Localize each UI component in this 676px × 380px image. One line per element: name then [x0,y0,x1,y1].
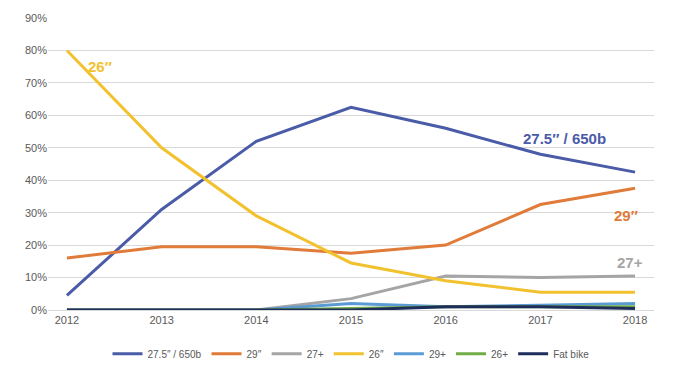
svg-text:29″: 29″ [247,349,262,360]
svg-text:26″: 26″ [88,58,112,75]
svg-text:Fat bike: Fat bike [553,349,589,360]
svg-text:2017: 2017 [528,314,552,326]
svg-text:2015: 2015 [339,314,363,326]
svg-text:26″: 26″ [369,349,384,360]
svg-text:60%: 60% [25,109,47,121]
svg-text:29+: 29+ [429,349,446,360]
svg-text:30%: 30% [25,207,47,219]
svg-text:2016: 2016 [433,314,457,326]
svg-text:29″: 29″ [614,207,638,224]
svg-text:2013: 2013 [149,314,173,326]
svg-text:20%: 20% [25,239,47,251]
svg-text:26+: 26+ [491,349,508,360]
svg-text:2014: 2014 [244,314,268,326]
svg-text:27.5″ / 650b: 27.5″ / 650b [523,130,606,147]
svg-text:90%: 90% [25,12,47,24]
svg-text:2018: 2018 [623,314,647,326]
svg-text:27+: 27+ [617,254,643,271]
svg-text:27+: 27+ [307,349,324,360]
svg-text:27.5″ / 650b: 27.5″ / 650b [148,349,202,360]
svg-text:40%: 40% [25,174,47,186]
svg-text:50%: 50% [25,142,47,154]
svg-text:80%: 80% [25,44,47,56]
svg-text:70%: 70% [25,77,47,89]
svg-text:2012: 2012 [55,314,79,326]
svg-text:10%: 10% [25,271,47,283]
svg-text:0%: 0% [31,304,47,316]
